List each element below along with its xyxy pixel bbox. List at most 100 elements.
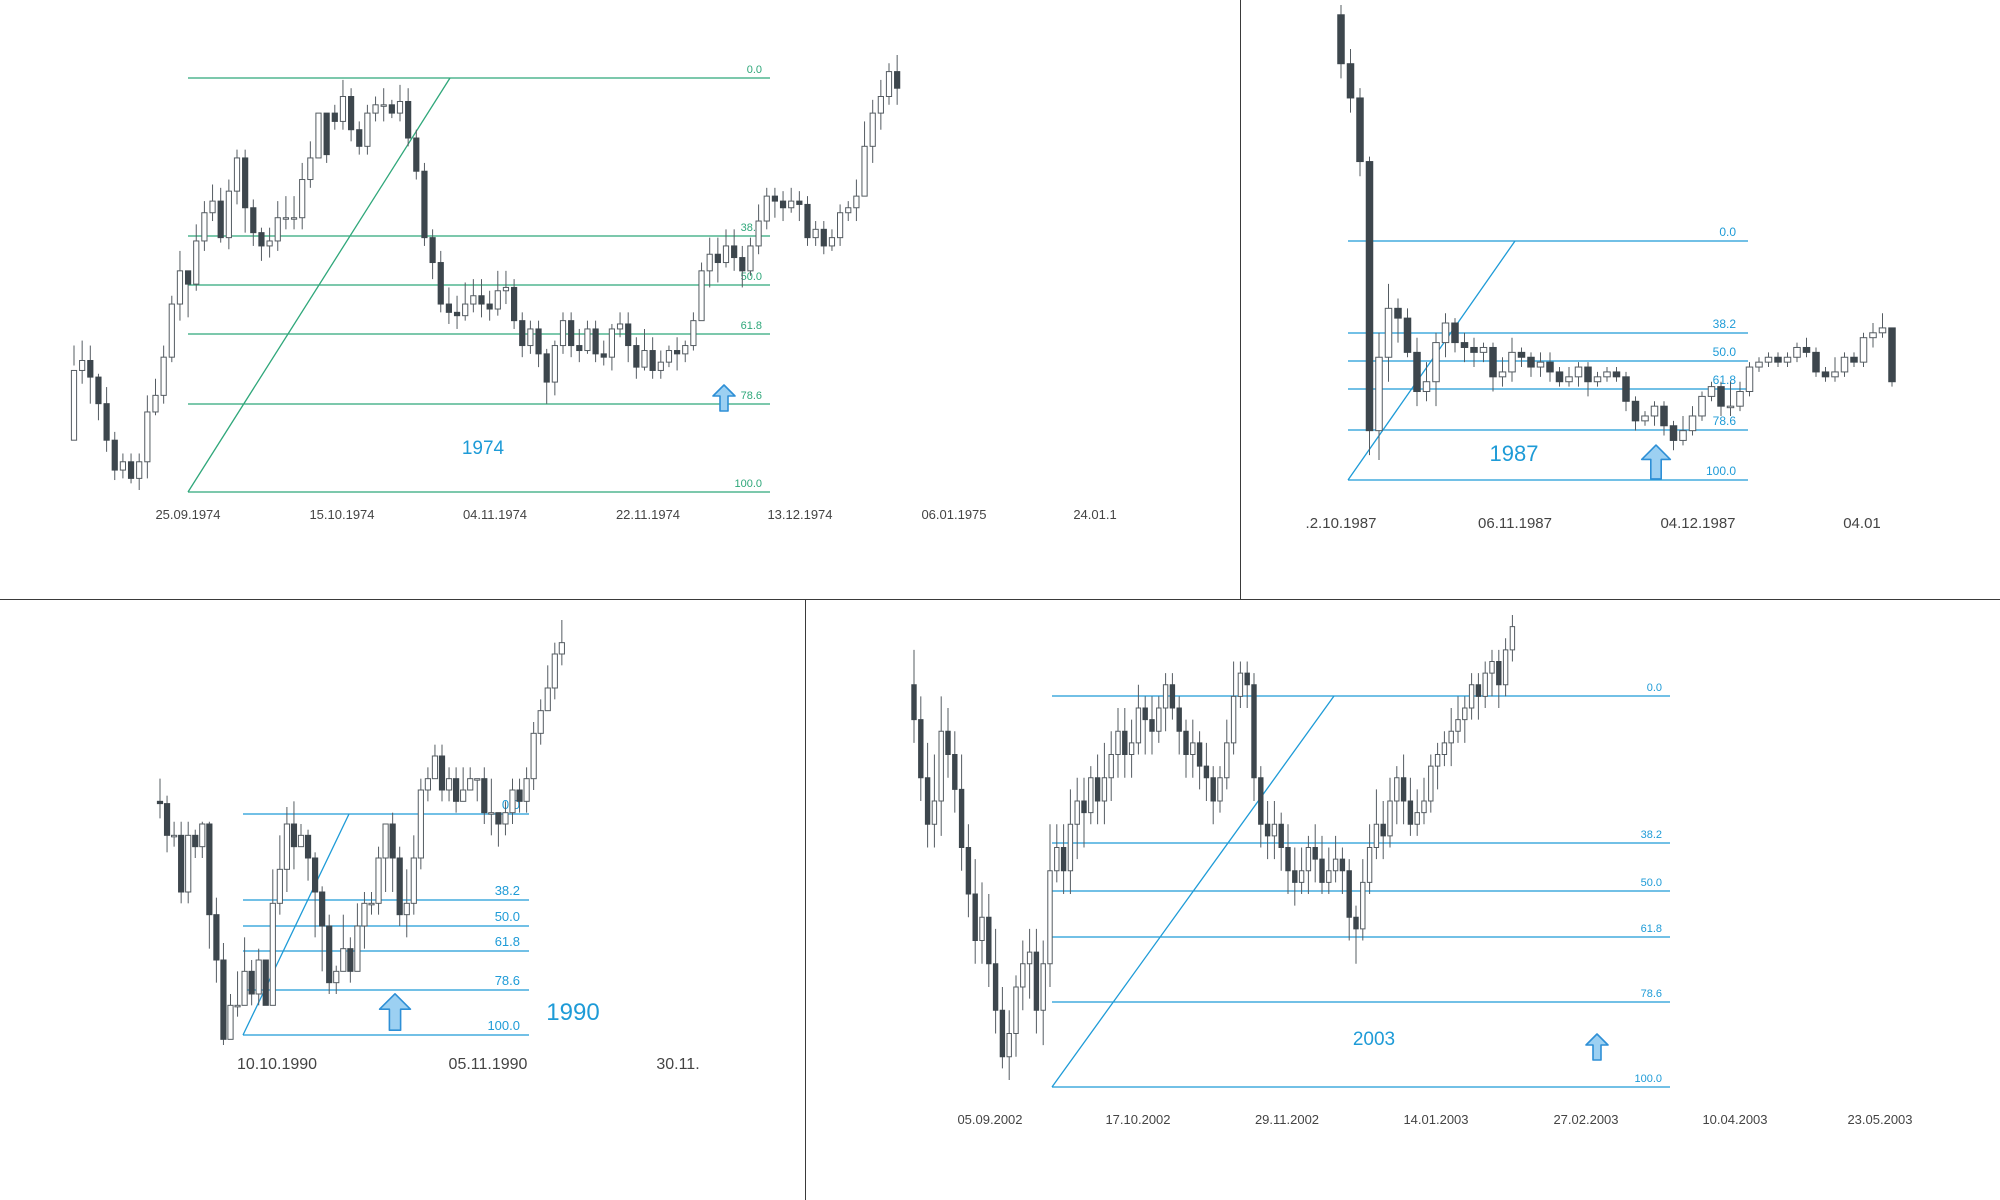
fib-trend-line	[1051, 695, 1335, 1088]
bear-candle	[958, 788, 965, 848]
chart-2003: 0.0 38.2 50.0 61.8 78.6 100.0 2003 05.09.2002 17…	[911, 615, 1913, 1127]
bull-candle	[861, 145, 868, 197]
bear-candle	[111, 439, 118, 471]
bull-candle	[1574, 366, 1583, 378]
bear-candle	[1356, 97, 1364, 163]
bull-candle	[1115, 730, 1121, 755]
bull-candle	[551, 653, 558, 689]
bull-candle	[931, 800, 938, 825]
bear-candle	[1183, 730, 1189, 755]
bear-candle	[1312, 847, 1318, 860]
bear-candle	[1380, 823, 1386, 837]
bull-candle	[1793, 346, 1801, 358]
year-label: 2003	[1353, 1029, 1395, 1050]
fib-level-label: 100.0	[487, 1018, 520, 1033]
bull-candle	[274, 217, 281, 242]
bull-candle	[502, 812, 509, 825]
x-tick-label: 14.01.2003	[1403, 1112, 1468, 1127]
bull-candle	[1230, 695, 1237, 744]
bull-candle	[160, 356, 167, 396]
bull-candle	[1428, 765, 1434, 802]
bear-candle	[986, 916, 992, 965]
bear-candle	[248, 970, 255, 995]
bull-candle	[1366, 847, 1373, 883]
fib-level-label: 100.0	[1706, 464, 1736, 478]
vertical-divider-top	[1240, 0, 1241, 599]
x-tick-label: 10.04.2003	[1702, 1112, 1767, 1127]
bear-candle	[1631, 400, 1640, 422]
bear-candle	[992, 963, 999, 1011]
bear-candle	[1850, 356, 1858, 363]
bull-candle	[339, 96, 347, 122]
bull-candle	[1482, 672, 1488, 697]
bear-candle	[356, 129, 363, 147]
year-label: 1990	[546, 999, 599, 1026]
bear-candle	[1142, 707, 1148, 721]
bear-candle	[87, 359, 94, 378]
bull-candle	[837, 212, 844, 239]
bull-candle	[812, 228, 819, 239]
bear-candle	[1278, 823, 1284, 848]
bear-candle	[453, 311, 461, 317]
bear-candle	[1346, 870, 1352, 918]
bear-candle	[1555, 371, 1564, 383]
bear-candle	[543, 353, 550, 383]
bear-candle	[779, 200, 787, 209]
bull-candle	[201, 212, 208, 242]
bear-candle	[1251, 684, 1257, 779]
bull-candle	[380, 104, 387, 107]
bull-candle	[333, 970, 340, 984]
year-label: 1974	[462, 438, 505, 459]
bear-candle	[429, 237, 436, 264]
bull-candle	[176, 270, 184, 305]
bear-candle	[95, 376, 102, 405]
x-tick-label: 23.05.2003	[1847, 1112, 1912, 1127]
bull-candle	[470, 295, 477, 305]
x-tick-label: 10.10.1990	[237, 1056, 317, 1073]
bull-candle	[152, 394, 159, 413]
bull-candle	[1156, 707, 1162, 732]
bull-candle	[1441, 322, 1450, 344]
bear-candle	[453, 778, 460, 802]
bull-candle	[1688, 415, 1697, 432]
bull-candle	[537, 710, 544, 734]
fib-level-label: 50.0	[741, 271, 762, 283]
bear-candle	[304, 834, 312, 859]
up-arrow-icon	[712, 384, 736, 412]
bull-candle	[193, 240, 200, 285]
fib-level-label: 100.0	[1634, 1073, 1662, 1085]
bear-candle	[945, 730, 951, 755]
bull-candle	[1190, 742, 1196, 755]
bear-candle	[952, 754, 958, 790]
bull-candle	[527, 328, 534, 347]
bull-candle	[233, 157, 241, 192]
year-label: 1987	[1490, 441, 1539, 466]
bull-candle	[1271, 823, 1278, 837]
bear-candle	[918, 719, 924, 779]
bull-candle	[502, 286, 510, 292]
fib-level-label: 78.6	[741, 390, 762, 402]
bull-candle	[209, 200, 216, 214]
bear-candle	[1339, 858, 1346, 872]
bull-candle	[558, 642, 565, 655]
bear-candle	[405, 100, 412, 139]
bear-candle	[911, 684, 917, 721]
bull-candle	[1498, 371, 1507, 378]
bull-candle	[1508, 351, 1516, 373]
chart-panel-1990: 0.038.250.061.878.6100.0199010.10.199005…	[0, 600, 805, 1200]
bull-candle	[144, 411, 151, 463]
bull-candle	[1448, 730, 1454, 744]
bull-candle	[119, 461, 127, 471]
bull-candle	[382, 823, 389, 859]
bear-candle	[347, 948, 354, 972]
bull-candle	[1373, 823, 1380, 848]
bull-candle	[307, 157, 314, 181]
bull-candle	[340, 948, 347, 972]
bull-candle	[1108, 754, 1114, 779]
bull-candle	[234, 1004, 241, 1008]
bear-candle	[1149, 719, 1155, 732]
bull-candle	[1101, 777, 1108, 802]
bull-candle	[1641, 415, 1649, 422]
bear-candle	[1264, 823, 1271, 837]
